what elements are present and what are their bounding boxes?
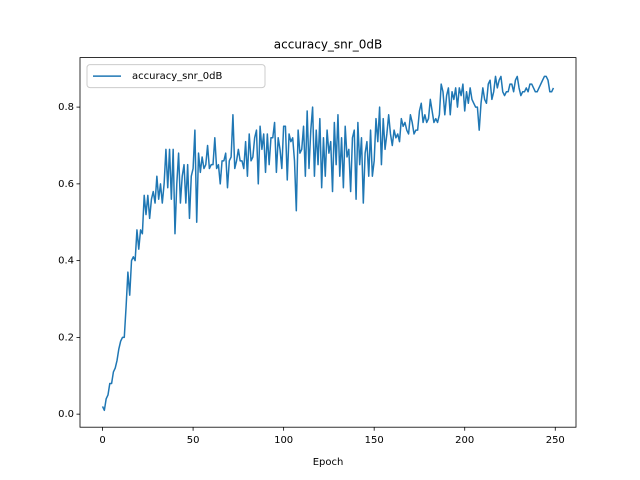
y-tick-label: 0.2 xyxy=(58,332,74,343)
data-line xyxy=(101,75,555,412)
y-tick-label: 0.4 xyxy=(58,256,74,267)
x-tick-label: 50 xyxy=(187,435,200,446)
legend-box xyxy=(86,64,266,89)
axes-frame xyxy=(79,57,577,428)
legend-label: accuracy_snr_0dB xyxy=(132,71,222,82)
x-tick-label: 250 xyxy=(546,435,565,446)
y-tick-label: 0.8 xyxy=(58,102,74,113)
x-tick-label: 150 xyxy=(365,435,384,446)
x-tick-label: 100 xyxy=(274,435,293,446)
chart-title: accuracy_snr_0dB xyxy=(274,38,382,52)
x-tick-label: 0 xyxy=(99,435,105,446)
x-axis-label: Epoch xyxy=(313,457,344,468)
y-tick-label: 0.0 xyxy=(58,409,74,420)
y-tick-label: 0.6 xyxy=(58,179,74,190)
x-tick-label: 200 xyxy=(455,435,474,446)
